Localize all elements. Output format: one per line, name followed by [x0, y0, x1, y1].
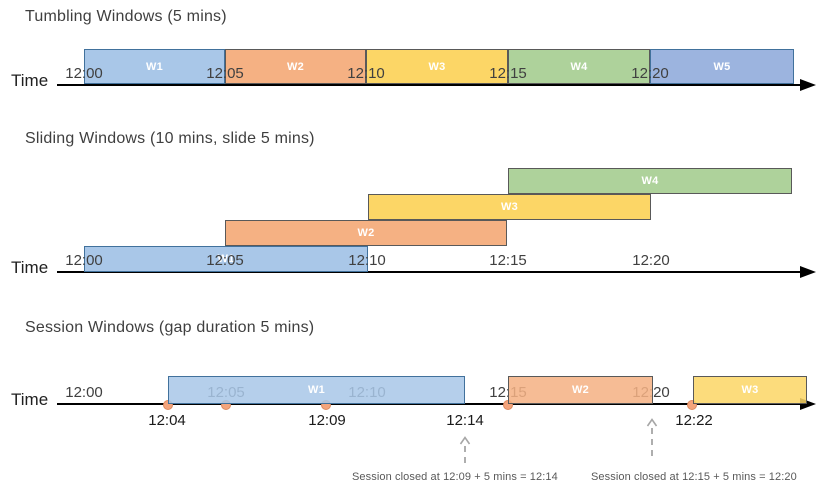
sliding-window-label-W2: W2	[357, 227, 375, 239]
session-window-label-W2: W2	[571, 384, 590, 396]
session-time-axis	[57, 403, 801, 405]
sliding-axis-arrowhead-icon	[800, 266, 816, 278]
session-tick-12:00: 12:00	[65, 384, 103, 401]
tumbling-window-bar-W2: W2	[225, 49, 366, 84]
session-closed-arrow-icon-1	[645, 418, 659, 462]
session-title: Session Windows (gap duration 5 mins)	[25, 319, 315, 336]
tumbling-window-bar-W3: W3	[366, 49, 508, 84]
sliding-time-axis	[57, 271, 801, 273]
sliding-tick-12:05: 12:05	[206, 252, 244, 269]
tumbling-tick-12:00: 12:00	[65, 65, 103, 82]
tumbling-tick-12:10: 12:10	[347, 65, 385, 82]
sliding-window-label-W3: W3	[500, 201, 519, 213]
session-window-bar-W1: W1	[168, 376, 465, 404]
sliding-window-bar-W4: W4	[508, 168, 792, 194]
session-window-bar-W3: W3	[693, 376, 807, 404]
tumbling-axis-arrowhead-icon	[800, 79, 816, 91]
tumbling-window-label-W3: W3	[428, 60, 446, 73]
session-window-bar-W2: W2	[508, 376, 653, 404]
session-event-time-12:09: 12:09	[308, 412, 346, 429]
session-closed-note-1: Session closed at 12:15 + 5 mins = 12:20	[591, 471, 797, 483]
sliding-tick-12:20: 12:20	[632, 252, 670, 269]
tumbling-window-bar-W4: W4	[508, 49, 650, 84]
sliding-window-bar-W3: W3	[368, 194, 651, 220]
sliding-title: Sliding Windows (10 mins, slide 5 mins)	[25, 130, 315, 147]
session-closed-note-0: Session closed at 12:09 + 5 mins = 12:14	[352, 471, 558, 483]
sliding-tick-12:15: 12:15	[489, 252, 527, 269]
session-event-dot-4	[687, 400, 697, 410]
tumbling-tick-12:20: 12:20	[631, 65, 669, 82]
sliding-time-axis-label: Time	[11, 258, 49, 277]
tumbling-window-label-W5: W5	[713, 60, 731, 73]
session-event-time-12:22: 12:22	[675, 412, 713, 429]
sliding-tick-12:10: 12:10	[348, 252, 386, 269]
session-time-axis-label: Time	[11, 390, 49, 409]
tumbling-window-bar-W5: W5	[650, 49, 794, 84]
tumbling-window-label-W2: W2	[286, 60, 305, 73]
sliding-window-label-W1: W1	[217, 253, 235, 265]
session-event-time-12:14: 12:14	[446, 412, 484, 429]
tumbling-window-label-W1: W1	[145, 60, 164, 73]
tumbling-window-label-W4: W4	[570, 60, 588, 73]
tumbling-window-bar-W1: W1	[84, 49, 225, 84]
session-event-time-12:04: 12:04	[148, 412, 186, 429]
tumbling-time-axis-label: Time	[11, 71, 49, 90]
session-window-label-W1: W1	[307, 384, 326, 396]
session-window-label-W3: W3	[741, 384, 759, 396]
sliding-window-label-W4: W4	[641, 175, 659, 187]
sliding-window-bar-W1: W1	[84, 246, 368, 272]
tumbling-tick-12:05: 12:05	[206, 65, 244, 82]
session-closed-arrow-icon-0	[458, 436, 472, 467]
sliding-window-bar-W2: W2	[225, 220, 507, 246]
tumbling-title: Tumbling Windows (5 mins)	[25, 8, 227, 25]
sliding-tick-12:00: 12:00	[65, 252, 103, 269]
tumbling-tick-12:15: 12:15	[489, 65, 527, 82]
tumbling-time-axis	[57, 84, 801, 86]
